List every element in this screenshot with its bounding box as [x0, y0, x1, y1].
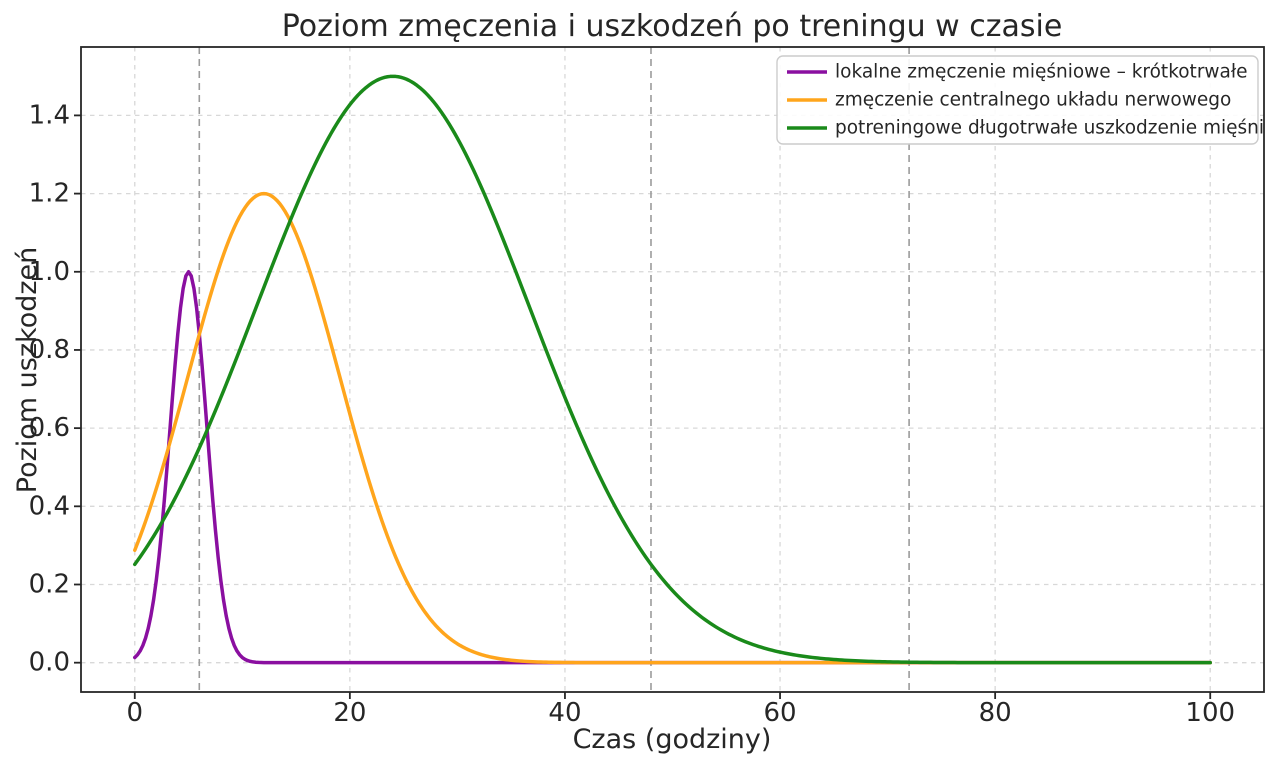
legend-entry: zmęczenie centralnego układu nerwowego: [787, 90, 1231, 111]
y-tick-label: 1.2: [29, 179, 70, 209]
plot-frame: [80, 46, 1265, 693]
legend-entry: lokalne zmęczenie mięśniowe – krótkotrwa…: [787, 62, 1248, 83]
legend-label: potreningowe długotrwałe uszkodzenie mię…: [835, 118, 1264, 139]
legend: lokalne zmęczenie mięśniowe – krótkotrwa…: [776, 55, 1264, 145]
x-tick-label: 40: [548, 698, 581, 728]
legend-entry: potreningowe długotrwałe uszkodzenie mię…: [787, 118, 1264, 139]
y-tick-label: 0.2: [29, 570, 70, 600]
y-tick-label: 0.4: [29, 491, 70, 521]
legend-label: zmęczenie centralnego układu nerwowego: [835, 90, 1231, 111]
series-curves: [133, 74, 1212, 665]
y-tick-label: 0.6: [29, 413, 70, 443]
x-axis-label: Czas (godziny): [573, 724, 772, 755]
series-curve-2: [133, 74, 1212, 665]
x-tick-label: 20: [333, 698, 366, 728]
x-tick-label: 0: [126, 698, 143, 728]
legend-label: lokalne zmęczenie mięśniowe – krótkotrwa…: [835, 62, 1248, 83]
x-tick-label: 100: [1185, 698, 1235, 728]
y-tick-label: 1.4: [29, 100, 70, 130]
y-tick-label: 0.8: [29, 335, 70, 365]
chart-title: Poziom zmęczenia i uszkodzeń po treningu…: [282, 9, 1063, 44]
x-tick-label: 60: [763, 698, 796, 728]
axis-ticks: [74, 114, 1212, 699]
y-tick-label: 1.0: [29, 257, 70, 287]
y-axis-label: Poziom uszkodzeń: [12, 247, 43, 494]
x-tick-label: 80: [979, 698, 1012, 728]
y-tick-label: 0.0: [29, 648, 70, 678]
legend-box: [776, 55, 1259, 145]
axis-tick-labels: 0 20 40 60 80 100 0.0 0.2 0.4 0.6 0.8 1.0 1.2 1.4: [29, 100, 1235, 728]
